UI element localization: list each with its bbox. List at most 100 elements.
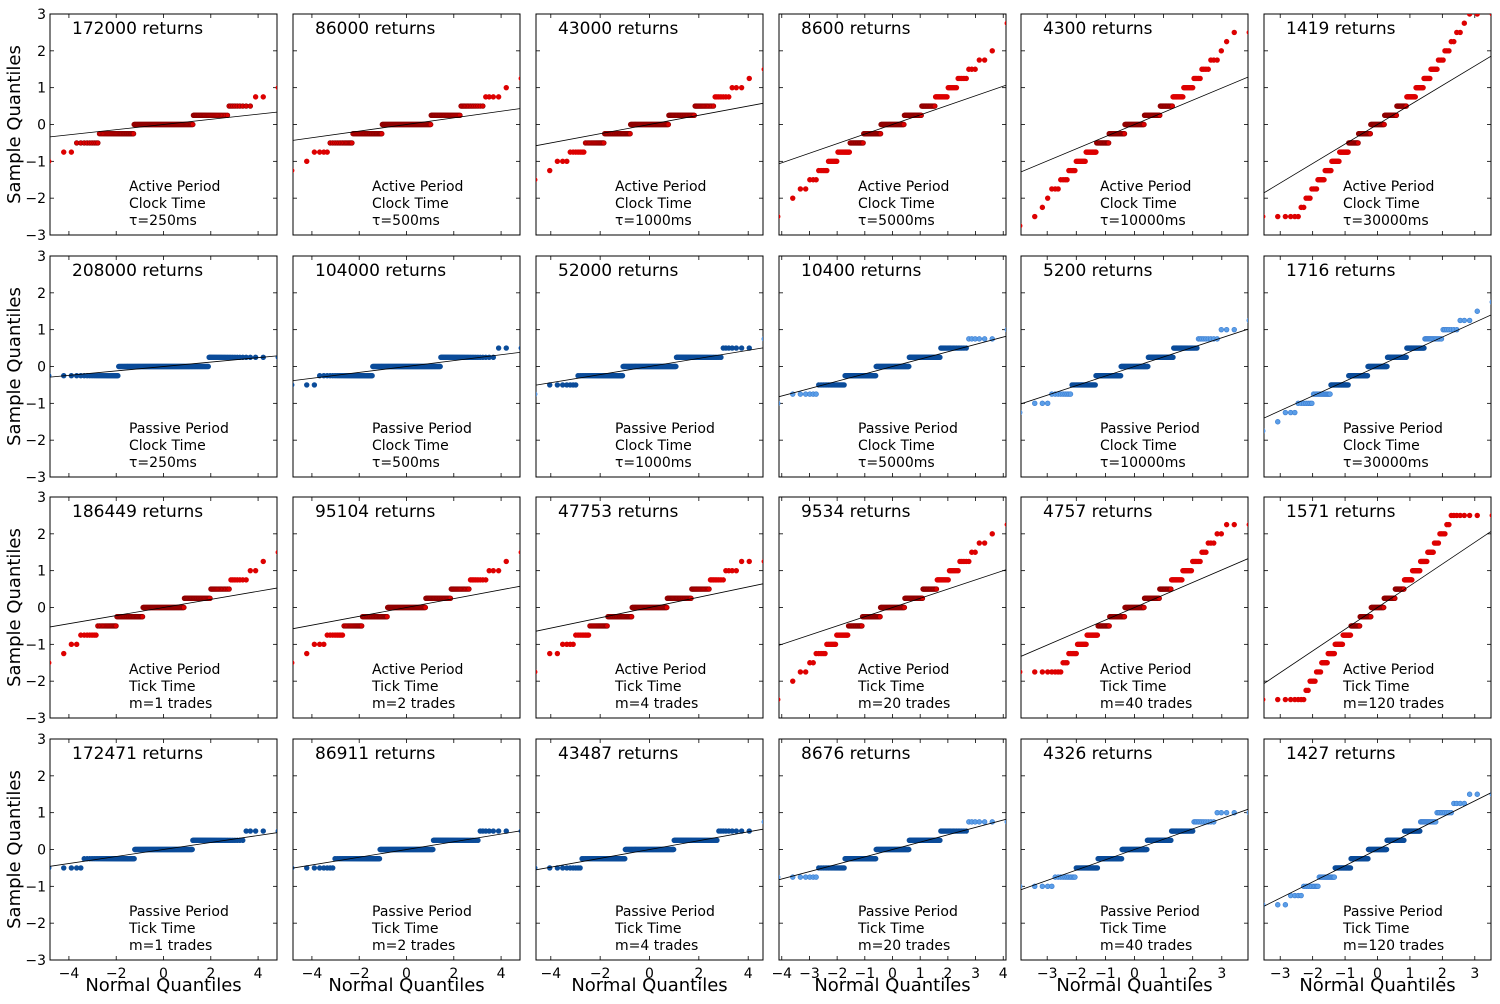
qq-point [321,642,326,647]
returns-count-label: 47753 returns [558,502,678,522]
qq-point [1198,76,1203,81]
panel-annotation: Clock Time [1343,196,1420,212]
panel-annotation: τ=250ms [129,213,197,229]
reference-line [1021,77,1248,172]
qq-point [1314,187,1319,192]
y-tick-label: 3 [37,7,46,23]
qq-point [276,550,281,555]
qq-point [1443,531,1448,536]
qq-point [692,113,697,118]
qq-point [1093,383,1098,388]
y-tick-label: 2 [37,769,46,785]
panel-annotation: Tick Time [371,679,439,695]
qq-point [1224,39,1229,44]
panel-annotation: Active Period [615,179,706,195]
qq-point [1462,21,1467,26]
qq-point [1424,559,1429,564]
qq-point [325,150,330,155]
qq-point [46,660,51,665]
qq-point [1356,141,1361,146]
qq-point [1394,113,1399,118]
panel-annotation: Clock Time [372,438,449,454]
qq-point [707,587,712,592]
qq-point [423,605,428,610]
panel-annotation: Passive Period [1100,421,1200,437]
panel-annotation: Tick Time [128,921,196,937]
qq-point [69,373,74,378]
qq-point [95,141,100,146]
qq-point [1346,150,1351,155]
qq-point [1490,300,1495,305]
qq-point [620,373,625,378]
reference-line [1021,329,1248,404]
qq-point [1447,522,1452,527]
qq-point [1180,94,1185,99]
y-tick-label: 2 [37,44,46,60]
qq-point [1106,141,1111,146]
qq-point [1032,214,1037,219]
qq-point [253,355,258,360]
qq-point [734,568,739,573]
qq-point [775,697,780,702]
qq-point [1385,364,1390,369]
returns-count-label: 1716 returns [1286,261,1396,281]
panel-annotation: m=1 trades [129,938,212,954]
qq-point [932,104,937,109]
x-tick-label: 4 [254,966,263,982]
qq-point [206,364,211,369]
panel-annotation: Clock Time [372,196,449,212]
returns-count-label: 208000 returns [72,261,203,281]
qq-point [824,168,829,173]
qq-point [312,150,317,155]
qq-point [1171,355,1176,360]
qq-point [1122,614,1127,619]
qq-point [860,624,865,629]
qq-point [532,670,537,675]
qq-point [990,48,995,53]
panel-annotation: τ=1000ms [615,455,692,471]
panel-annotation: Clock Time [858,196,935,212]
qq-point [1180,577,1185,582]
panel-annotation: Clock Time [1343,438,1420,454]
qq-point [1322,177,1327,182]
qq-point [906,364,911,369]
qq-point [1145,364,1150,369]
qq-point [1215,58,1220,63]
qq-point [190,847,195,852]
qq-point [114,624,119,629]
qq-point [253,94,258,99]
qq-point [555,651,560,656]
reference-line [779,336,1006,396]
qq-point [956,568,961,573]
qq-point [1045,196,1050,201]
panel-annotation: Passive Period [615,421,715,437]
panel-annotation: τ=30000ms [1343,455,1429,471]
qq-point [289,660,294,665]
panel-annotation: τ=1000ms [615,213,692,229]
qq-point [1211,541,1216,546]
returns-count-label: 186449 returns [72,502,203,522]
qq-point [304,651,309,656]
qq-point [312,866,317,871]
qq-point [1413,94,1418,99]
panel-annotation: Tick Time [614,679,682,695]
qq-point [330,866,335,871]
y-tick-label: 0 [37,360,46,376]
reference-line [536,103,763,145]
qq-point [1005,327,1010,332]
qq-point [491,94,496,99]
reference-line [1264,531,1491,683]
qq-point [954,85,959,90]
qq-point [1224,522,1229,527]
qq-point [1365,373,1370,378]
qq-point [739,346,744,351]
qq-point [1301,697,1306,702]
y-tick-label: 1 [37,564,46,580]
panel-annotation: Tick Time [857,679,925,695]
qq-point [1056,187,1061,192]
reference-line [50,588,277,627]
y-tick-label: −3 [25,228,46,244]
